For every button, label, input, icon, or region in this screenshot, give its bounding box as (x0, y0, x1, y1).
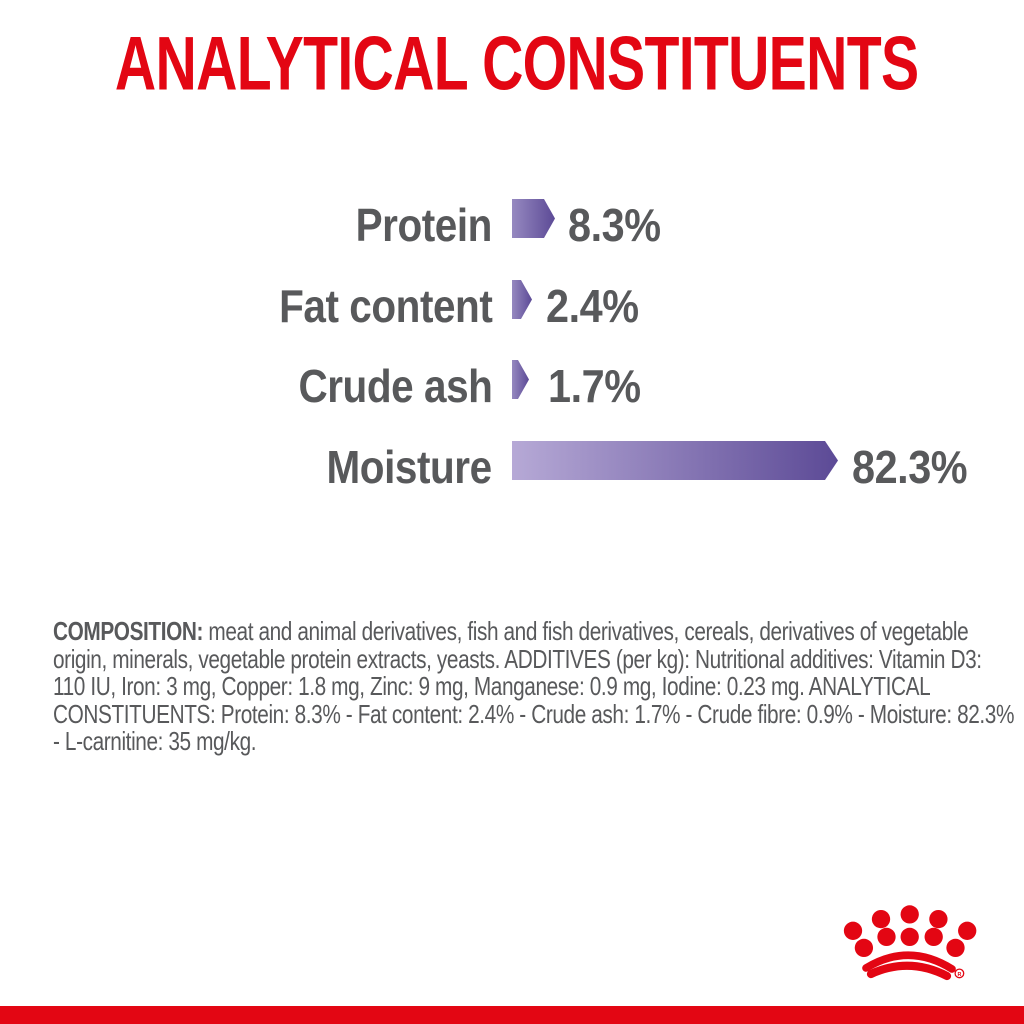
svg-text:R: R (957, 972, 961, 978)
